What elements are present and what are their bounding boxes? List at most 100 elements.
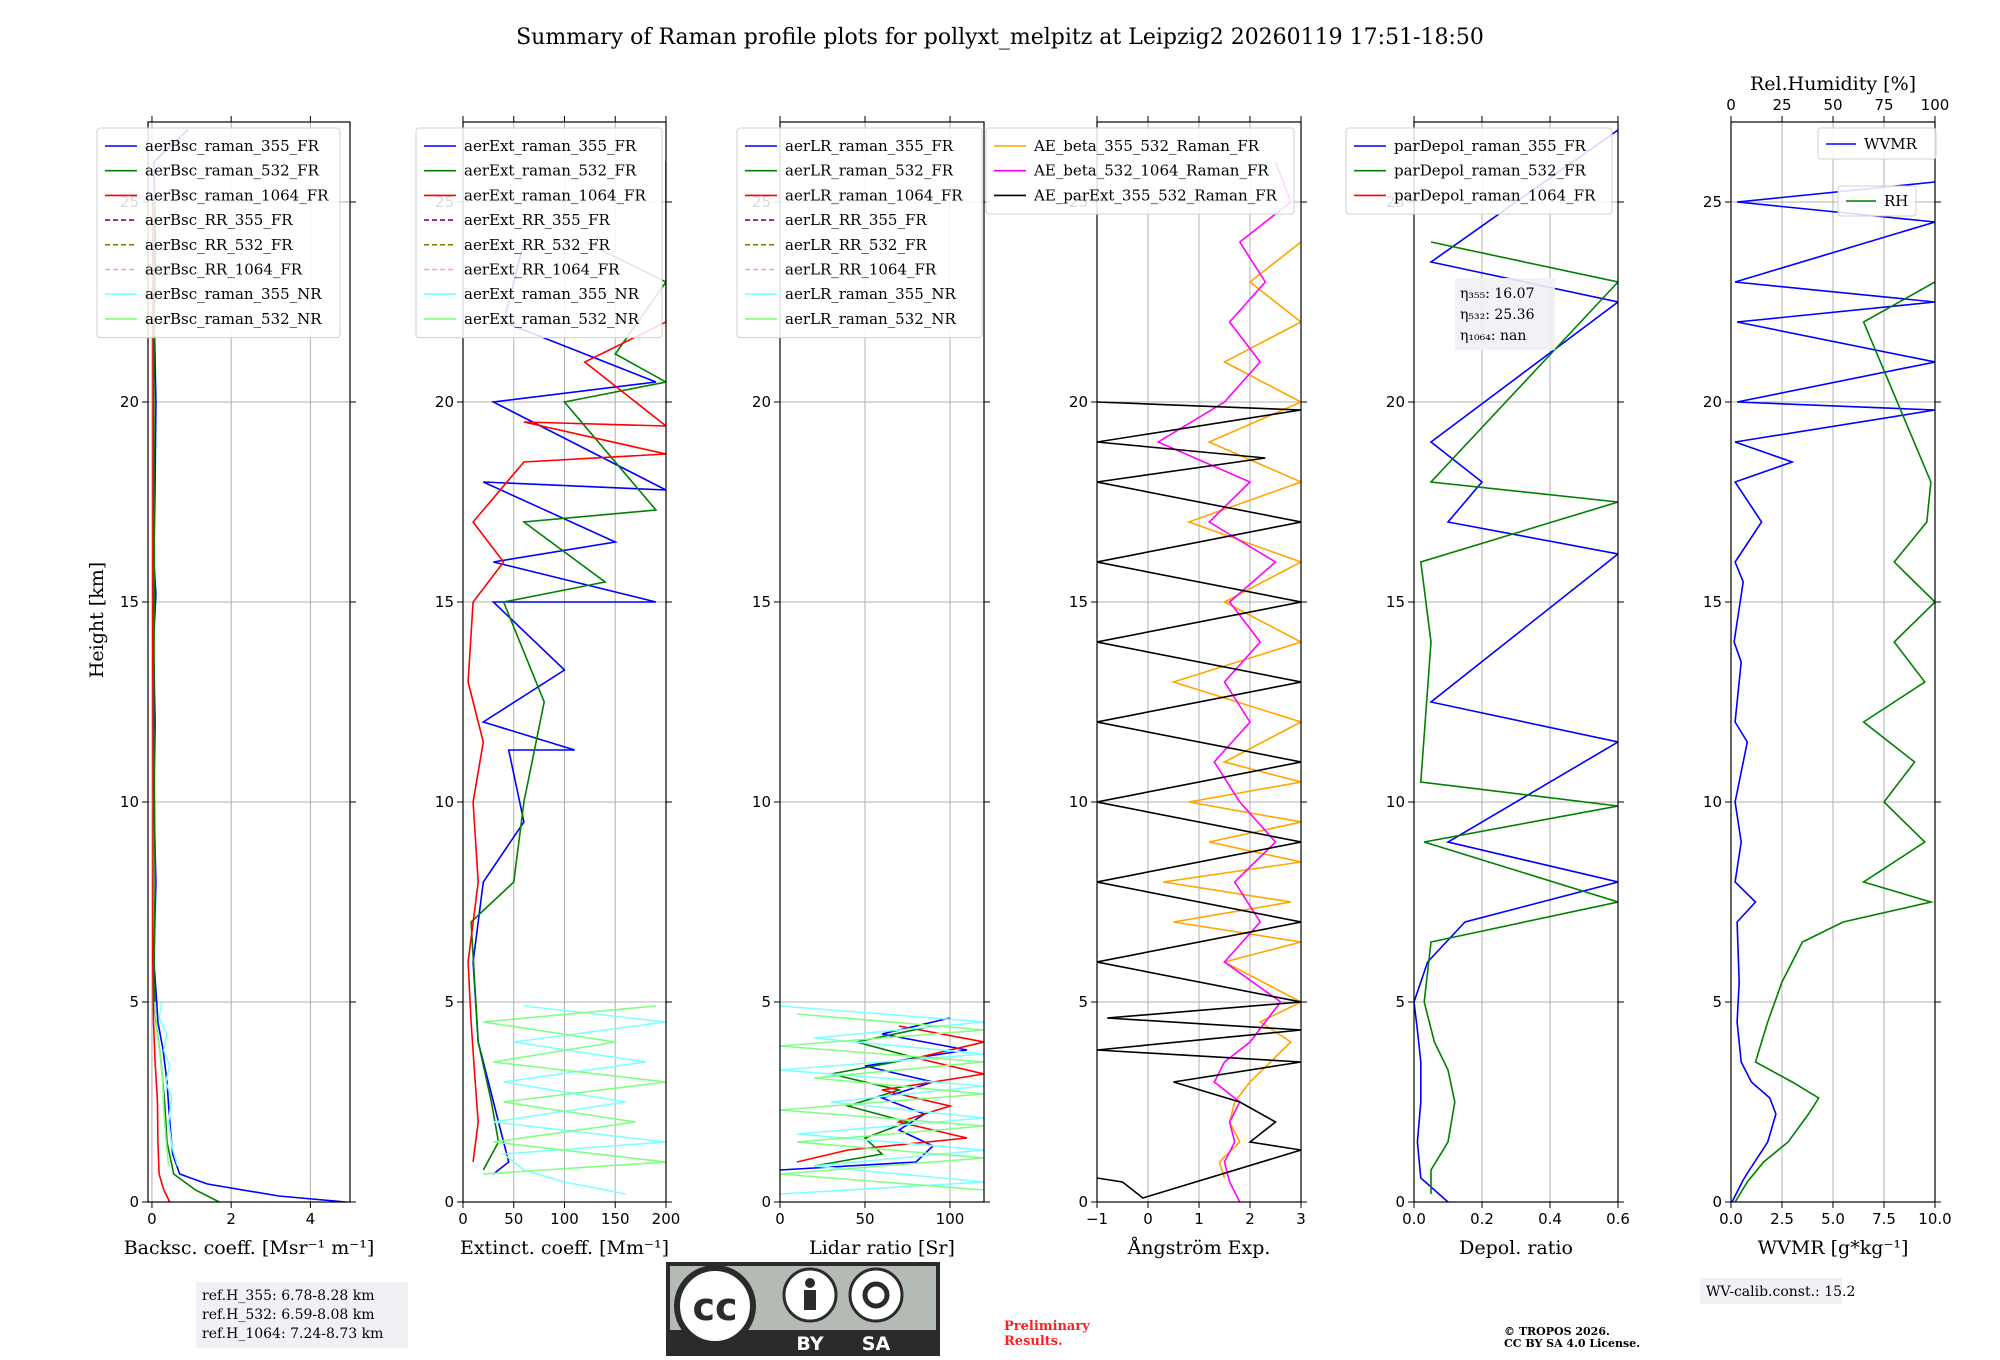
x-tick-label: 0.0 (1719, 1210, 1743, 1228)
x-tick-label: 4 (306, 1210, 316, 1228)
series-line-parDepol_raman_355_FR (1414, 129, 1618, 1202)
x-tick-label: 50 (504, 1210, 523, 1228)
y-tick-label: 15 (1386, 593, 1405, 611)
series-line-aerBsc_raman_355_FR (152, 129, 347, 1202)
x-tick-label: 100 (936, 1210, 965, 1228)
legend-entry-label: aerBsc_raman_1064_FR (145, 186, 329, 204)
y-tick-label: 5 (1395, 993, 1405, 1011)
person-head-icon (805, 1278, 815, 1288)
x-tick-label: 2 (226, 1210, 236, 1228)
y-tick-label: 5 (129, 993, 139, 1011)
axes-frame (147, 121, 351, 1203)
y-tick-label: 10 (1386, 793, 1405, 811)
legend-entry-label: aerLR_raman_532_FR (785, 162, 954, 180)
legend-entry-label: aerBsc_RR_532_FR (145, 236, 293, 254)
legend-entry-label: aerExt_RR_532_FR (464, 236, 611, 254)
y-tick-label: 5 (761, 993, 771, 1011)
legend-entry-label: aerBsc_raman_532_FR (145, 162, 320, 180)
x-tick-label: 1 (1194, 1210, 1204, 1228)
legend-entry-label: aerLR_RR_1064_FR (785, 261, 937, 279)
cc-logo-icon (674, 1265, 756, 1347)
legend: AE_beta_355_532_Raman_FR AE_beta_532_1064… (985, 127, 1295, 215)
legend-entry-label: aerExt_RR_355_FR (464, 211, 611, 229)
x-tick-label: 0 (775, 1210, 785, 1228)
y-tick-label: 15 (752, 593, 771, 611)
y-tick-label: 5 (444, 993, 454, 1011)
figure-title: Summary of Raman profile plots for polly… (516, 25, 1484, 50)
series-line-AE_parExt_355_532_Raman_FR (1097, 401, 1301, 1199)
legend-entry-label: aerBsc_raman_355_FR (145, 137, 320, 155)
legend-box (415, 127, 663, 339)
preliminary-line-1: Preliminary (1004, 1319, 1090, 1334)
y-tick-label: 5 (1078, 993, 1088, 1011)
series-line-aerLR_raman_355_NR (780, 1005, 984, 1195)
legend: parDepol_raman_355_FR parDepol_raman_532_… (1345, 127, 1613, 215)
x-tick-label: 10.0 (1918, 1210, 1951, 1228)
ref-height-355: ref.H_355: 6.78-8.28 km (202, 1288, 375, 1304)
axes-frame (779, 121, 985, 1203)
y-tick-label: 10 (435, 793, 454, 811)
y-tick-label: 25 (1703, 193, 1722, 211)
series-line-aerExt_raman_355_FR (472, 241, 666, 1175)
wv-calib-bg (1700, 1278, 1842, 1304)
legend-entry-label: aerLR_raman_1064_FR (785, 186, 963, 204)
x-tick-label: 0 (1143, 1210, 1153, 1228)
series-group (1414, 129, 1618, 1202)
series-group (467, 162, 666, 1195)
legend: WVMR RH (1817, 127, 1937, 217)
y-tick-label: 20 (1386, 393, 1405, 411)
panel-3: 0501000510152025Lidar ratio [Sr]aerLR_ra… (736, 116, 990, 1259)
y-tick-label: 20 (1703, 393, 1722, 411)
top-x-tick-label: 75 (1874, 96, 1893, 114)
legend-entry-label: aerExt_raman_532_FR (464, 162, 637, 180)
legend-entry-label: aerLR_RR_532_FR (785, 236, 927, 254)
y-tick-label: 0 (129, 1193, 139, 1211)
badge-by-label: BY (796, 1333, 823, 1355)
legend-entry-label: WVMR (1864, 135, 1918, 153)
legend-box (1837, 185, 1917, 217)
series-line-aerBsc_raman_1064_FR (151, 201, 171, 1202)
wv-calib-box: WV-calib.const.: 15.2 (1700, 1278, 1855, 1304)
legend: aerBsc_raman_355_FR aerBsc_raman_532_FRae… (96, 127, 341, 339)
series-group (1097, 161, 1301, 1202)
x-tick-label: 0.2 (1470, 1210, 1494, 1228)
legend-entry-label: AE_beta_355_532_Raman_FR (1033, 137, 1260, 155)
legend-entry-label: aerLR_RR_355_FR (785, 211, 927, 229)
legend-entry-label: parDepol_raman_355_FR (1394, 137, 1587, 155)
panel-2: 0501001502000510152025Extinct. coeff. [M… (415, 116, 680, 1259)
share-alike-icon (848, 1267, 904, 1323)
series-line-WVMR (1731, 181, 1935, 1202)
legend-entry-label: aerBsc_RR_355_FR (145, 211, 293, 229)
legend-entry-label: aerBsc_raman_532_NR (145, 310, 322, 328)
eta-annotation: η₃₅₅: 16.07 (1460, 286, 1534, 302)
x-tick-label: 5.0 (1821, 1210, 1845, 1228)
badge-sa-label: SA (862, 1333, 891, 1355)
legend-entry-label: aerBsc_raman_355_NR (145, 285, 322, 303)
x-tick-label: 0 (458, 1210, 468, 1228)
y-tick-label: 20 (120, 393, 139, 411)
y-tick-label: 0 (1395, 1193, 1405, 1211)
x-tick-label: 2.5 (1770, 1210, 1794, 1228)
axes-frame (1413, 121, 1619, 1203)
x-tick-label: 150 (601, 1210, 630, 1228)
legend-entry-label: aerExt_raman_532_NR (464, 310, 640, 328)
panel-6: 0.0 2.5 5.0 7.5 10.0 0 5 10 15 20 25 0 25 50 75 100 Rel.… (1703, 73, 1952, 1259)
series-group (151, 129, 347, 1202)
panel-4: −101230510152025Ångström Exp.AE_beta_355… (985, 116, 1307, 1259)
copyright-line-1: © TROPOS 2026. (1504, 1325, 1610, 1338)
legend-box (736, 127, 983, 339)
y-tick-label: 15 (120, 593, 139, 611)
x-tick-label: 50 (855, 1210, 874, 1228)
series-line-parDepol_raman_532_FR (1419, 241, 1618, 1194)
series-line-AE_beta_532_1064_Raman_FR (1156, 161, 1292, 1202)
x-tick-label: 2 (1245, 1210, 1255, 1228)
top-x-tick-label: 25 (1772, 96, 1791, 114)
legend: aerLR_raman_355_FR aerLR_raman_532_FR aerL… (736, 127, 983, 339)
legend-box (1817, 127, 1937, 160)
y-tick-label: 15 (435, 593, 454, 611)
x-tick-label: 0.0 (1402, 1210, 1426, 1228)
x-axis-label: Ångström Exp. (1127, 1237, 1271, 1259)
panel-5: 0.00.20.40.60510152025Depol. ratioparDep… (1345, 116, 1630, 1259)
ref-heights-box: ref.H_355: 6.78-8.28 km ref.H_532: 6.59-… (196, 1282, 408, 1348)
